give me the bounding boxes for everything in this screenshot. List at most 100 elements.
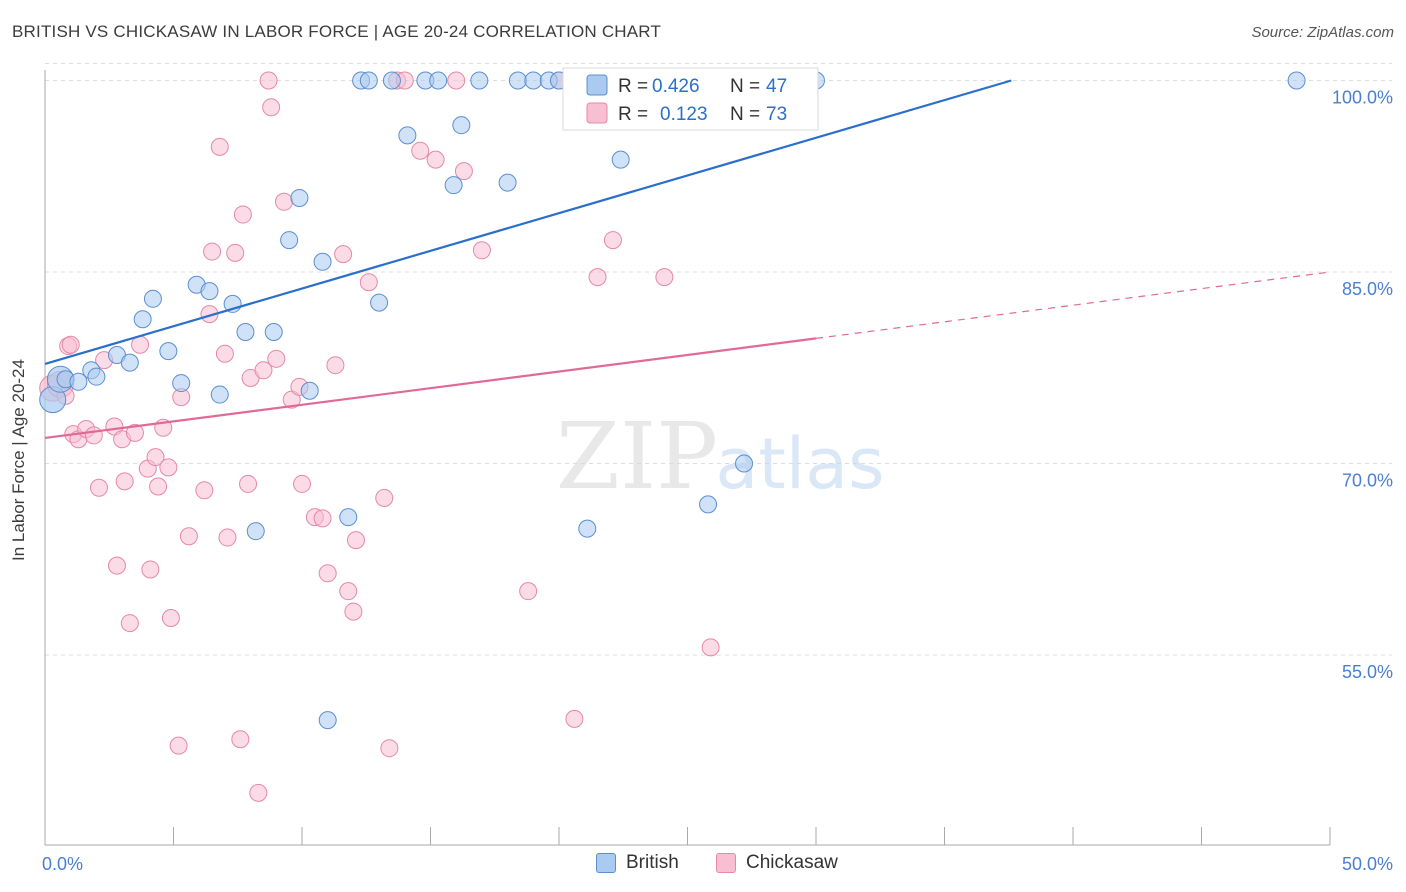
chickasaw-point[interactable]: [120, 614, 139, 633]
british-point[interactable]: [143, 289, 162, 308]
chickasaw-point[interactable]: [254, 361, 273, 380]
british-point[interactable]: [359, 71, 378, 90]
stats-legend: R = 0.426 N = 47 R = 0.123 N = 73: [562, 67, 819, 131]
chickasaw-point[interactable]: [318, 564, 337, 583]
watermark: ZIP atlas: [556, 403, 885, 510]
british-point[interactable]: [313, 252, 332, 271]
chickasaw-point[interactable]: [159, 458, 178, 477]
chickasaw-point[interactable]: [169, 736, 188, 755]
british-point[interactable]: [524, 71, 543, 90]
source-label: Source: ZipAtlas.com: [1251, 24, 1394, 41]
chickasaw-point[interactable]: [472, 241, 491, 260]
chickasaw-swatch: [716, 853, 736, 873]
y-axis-label: In Labor Force | Age 20-24: [9, 359, 28, 561]
chickasaw-point[interactable]: [275, 192, 294, 211]
chickasaw-point[interactable]: [210, 137, 229, 156]
x-tick-label: 50.0%: [1342, 854, 1393, 874]
british-point[interactable]: [470, 71, 489, 90]
chickasaw-point[interactable]: [161, 608, 180, 627]
british-point[interactable]: [508, 71, 527, 90]
chickasaw-point[interactable]: [313, 509, 332, 528]
british-point[interactable]: [611, 150, 630, 169]
chickasaw-point[interactable]: [344, 602, 363, 621]
chickasaw-point[interactable]: [89, 478, 108, 497]
chickasaw-point[interactable]: [603, 231, 622, 250]
british-point[interactable]: [69, 372, 88, 391]
chickasaw-point[interactable]: [259, 71, 278, 90]
chickasaw-point[interactable]: [61, 335, 80, 354]
british-point[interactable]: [159, 342, 178, 361]
british-point[interactable]: [300, 381, 319, 400]
british-point[interactable]: [370, 293, 389, 312]
chickasaw-point[interactable]: [107, 556, 126, 575]
chickasaw-point[interactable]: [588, 268, 607, 287]
chickasaw-point[interactable]: [141, 560, 160, 579]
chickasaw-trend-line: [44, 337, 817, 440]
chickasaw-point[interactable]: [334, 245, 353, 264]
chickasaw-point[interactable]: [339, 582, 358, 601]
british-r-value: 0.426: [652, 76, 700, 97]
chickasaw-point[interactable]: [411, 141, 430, 160]
chickasaw-point[interactable]: [179, 527, 198, 546]
british-swatch: [596, 853, 616, 873]
british-points: [39, 71, 1306, 730]
chickasaw-point[interactable]: [125, 423, 144, 442]
british-point[interactable]: [236, 323, 255, 342]
british-point[interactable]: [444, 176, 463, 195]
y-tick-label: 70.0%: [1342, 471, 1393, 491]
british-n-label: N =: [730, 76, 760, 97]
british-point[interactable]: [210, 385, 229, 404]
british-point[interactable]: [318, 711, 337, 730]
chickasaw-point[interactable]: [203, 242, 222, 261]
chickasaw-point[interactable]: [233, 205, 252, 224]
british-point[interactable]: [87, 367, 106, 386]
british-point[interactable]: [172, 374, 191, 393]
chickasaw-point[interactable]: [84, 426, 103, 445]
chickasaw-point[interactable]: [426, 150, 445, 169]
british-point[interactable]: [339, 508, 358, 527]
chickasaw-point[interactable]: [231, 730, 250, 749]
chickasaw-point[interactable]: [447, 71, 466, 90]
chickasaw-point[interactable]: [565, 709, 584, 728]
british-point[interactable]: [699, 495, 718, 514]
chickasaw-point[interactable]: [239, 474, 258, 493]
chickasaw-point[interactable]: [655, 268, 674, 287]
british-point[interactable]: [200, 282, 219, 301]
british-point[interactable]: [382, 71, 401, 90]
chickasaw-point[interactable]: [380, 739, 399, 758]
british-point[interactable]: [735, 454, 754, 473]
british-point[interactable]: [280, 231, 299, 250]
chickasaw-point[interactable]: [326, 356, 345, 375]
chickasaw-point[interactable]: [218, 528, 237, 547]
british-point[interactable]: [264, 323, 283, 342]
chickasaw-point[interactable]: [249, 783, 268, 802]
chickasaw-point[interactable]: [115, 472, 134, 491]
chickasaw-point[interactable]: [701, 638, 720, 657]
chickasaw-point[interactable]: [262, 98, 281, 117]
chickasaw-point[interactable]: [195, 481, 214, 500]
legend-item-chickasaw[interactable]: Chickasaw: [716, 852, 838, 874]
british-point[interactable]: [498, 173, 517, 192]
chickasaw-point[interactable]: [359, 273, 378, 292]
british-point[interactable]: [1287, 71, 1306, 90]
chickasaw-point[interactable]: [215, 344, 234, 363]
chickasaw-point[interactable]: [267, 349, 286, 368]
british-point[interactable]: [578, 519, 597, 538]
legend-item-british[interactable]: British: [596, 852, 679, 874]
british-point[interactable]: [246, 522, 265, 541]
british-point[interactable]: [398, 126, 417, 145]
chickasaw-point[interactable]: [519, 582, 538, 601]
chickasaw-point[interactable]: [346, 531, 365, 550]
british-point[interactable]: [133, 310, 152, 329]
chickasaw-point[interactable]: [454, 162, 473, 181]
british-point[interactable]: [120, 353, 139, 372]
chickasaw-point[interactable]: [146, 448, 165, 467]
chickasaw-point[interactable]: [375, 488, 394, 507]
british-point[interactable]: [429, 71, 448, 90]
chickasaw-point[interactable]: [149, 477, 168, 496]
chickasaw-point[interactable]: [293, 474, 311, 493]
british-point[interactable]: [290, 188, 309, 207]
chickasaw-point[interactable]: [226, 243, 245, 262]
british-point[interactable]: [452, 116, 471, 135]
